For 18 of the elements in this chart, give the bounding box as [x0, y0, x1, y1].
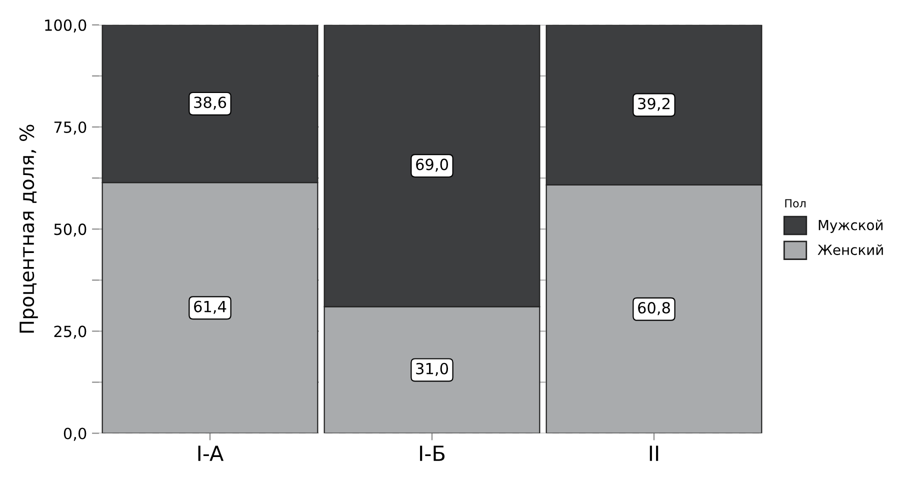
- legend-label: Женский: [818, 244, 883, 256]
- y-tick-label: 75,0: [54, 121, 86, 135]
- y-tick-label: 100,0: [45, 19, 86, 32]
- y-tick-label: 50,0: [54, 224, 86, 237]
- data-label: 69,0: [416, 158, 448, 172]
- y-tick-label: 0,0: [64, 428, 86, 441]
- legend-title: Пол: [785, 199, 806, 208]
- x-tick-label: I-A: [198, 446, 224, 461]
- data-label: 60,8: [638, 302, 670, 316]
- data-label: 39,2: [638, 98, 670, 111]
- x-tick-label: II: [650, 446, 658, 461]
- data-label: 61,4: [194, 300, 226, 314]
- legend-label: Мужской: [818, 220, 882, 233]
- y-axis-title: Процентная доля, %: [19, 124, 38, 333]
- data-label: 38,6: [194, 96, 226, 110]
- y-tick-label: 25,0: [54, 326, 86, 339]
- data-label: 31,0: [416, 362, 448, 376]
- x-tick-label: I-Б: [420, 446, 445, 461]
